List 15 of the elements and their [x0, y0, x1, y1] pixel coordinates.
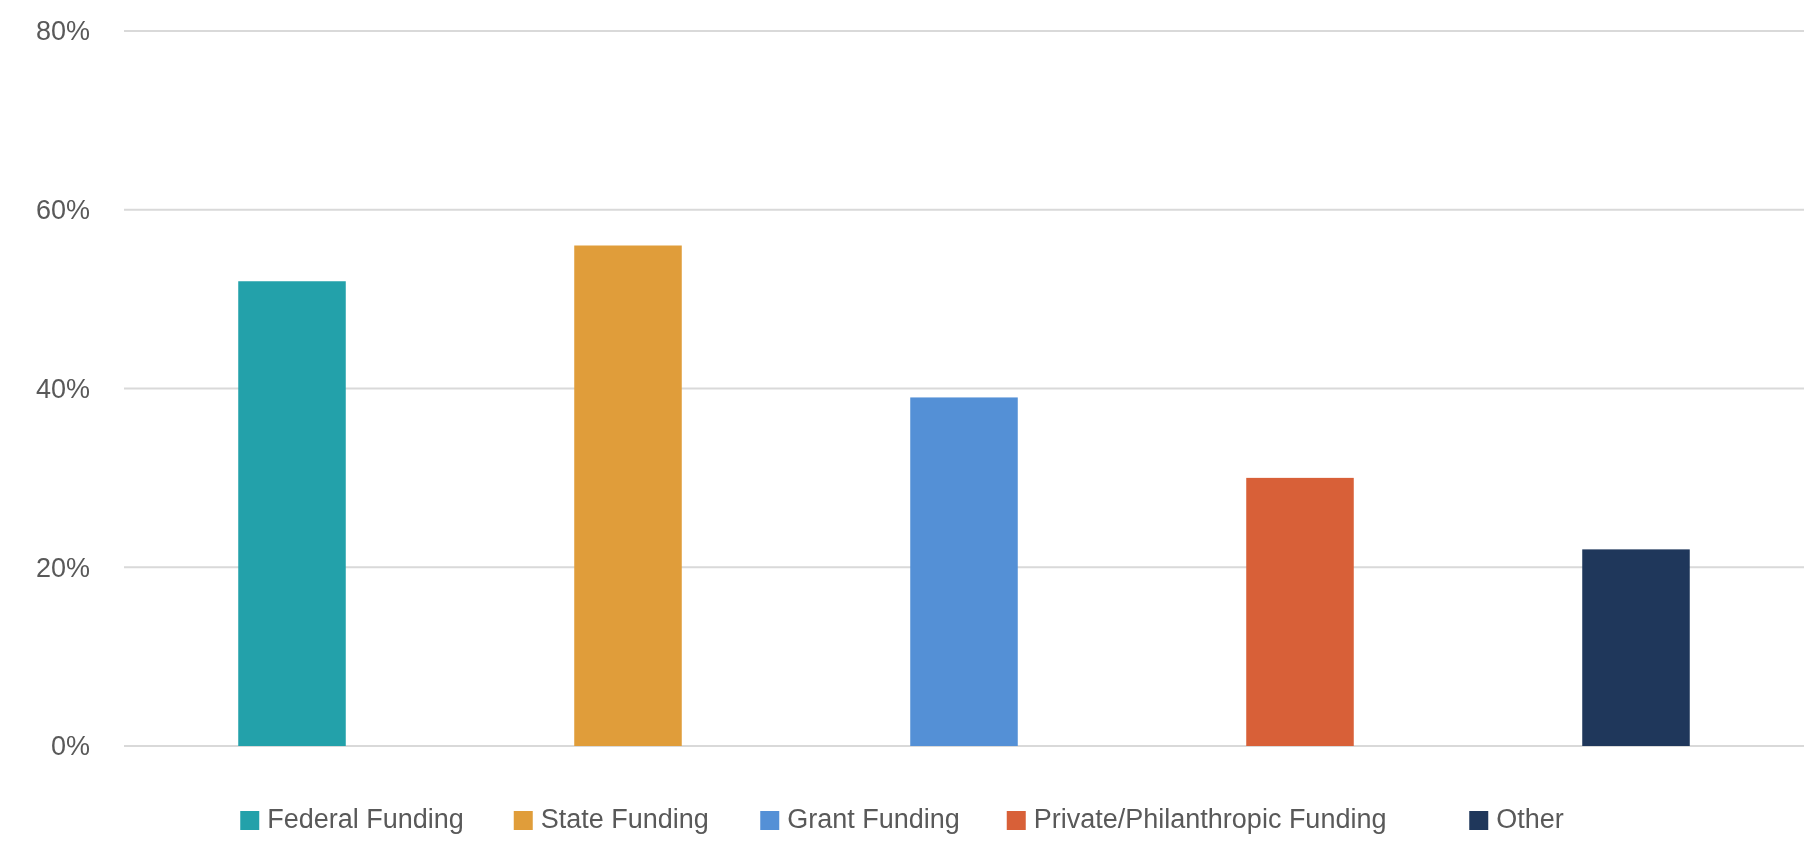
legend-label: Private/Philanthropic Funding — [1033, 804, 1387, 834]
bar — [1246, 477, 1354, 746]
y-tick-label: 60% — [35, 195, 90, 226]
bar — [238, 281, 346, 746]
bar — [1582, 549, 1690, 746]
legend-label: Federal Funding — [267, 804, 464, 834]
bar — [910, 397, 1018, 746]
y-tick-label: 0% — [50, 731, 90, 762]
y-tick-label: 20% — [35, 552, 90, 583]
y-tick-label: 40% — [35, 373, 90, 404]
bar — [574, 245, 682, 746]
legend-label: Grant Funding — [787, 804, 960, 834]
y-tick-label: 80% — [35, 16, 90, 47]
legend-label: Other — [1496, 804, 1564, 834]
legend-label: State Funding — [540, 804, 709, 834]
